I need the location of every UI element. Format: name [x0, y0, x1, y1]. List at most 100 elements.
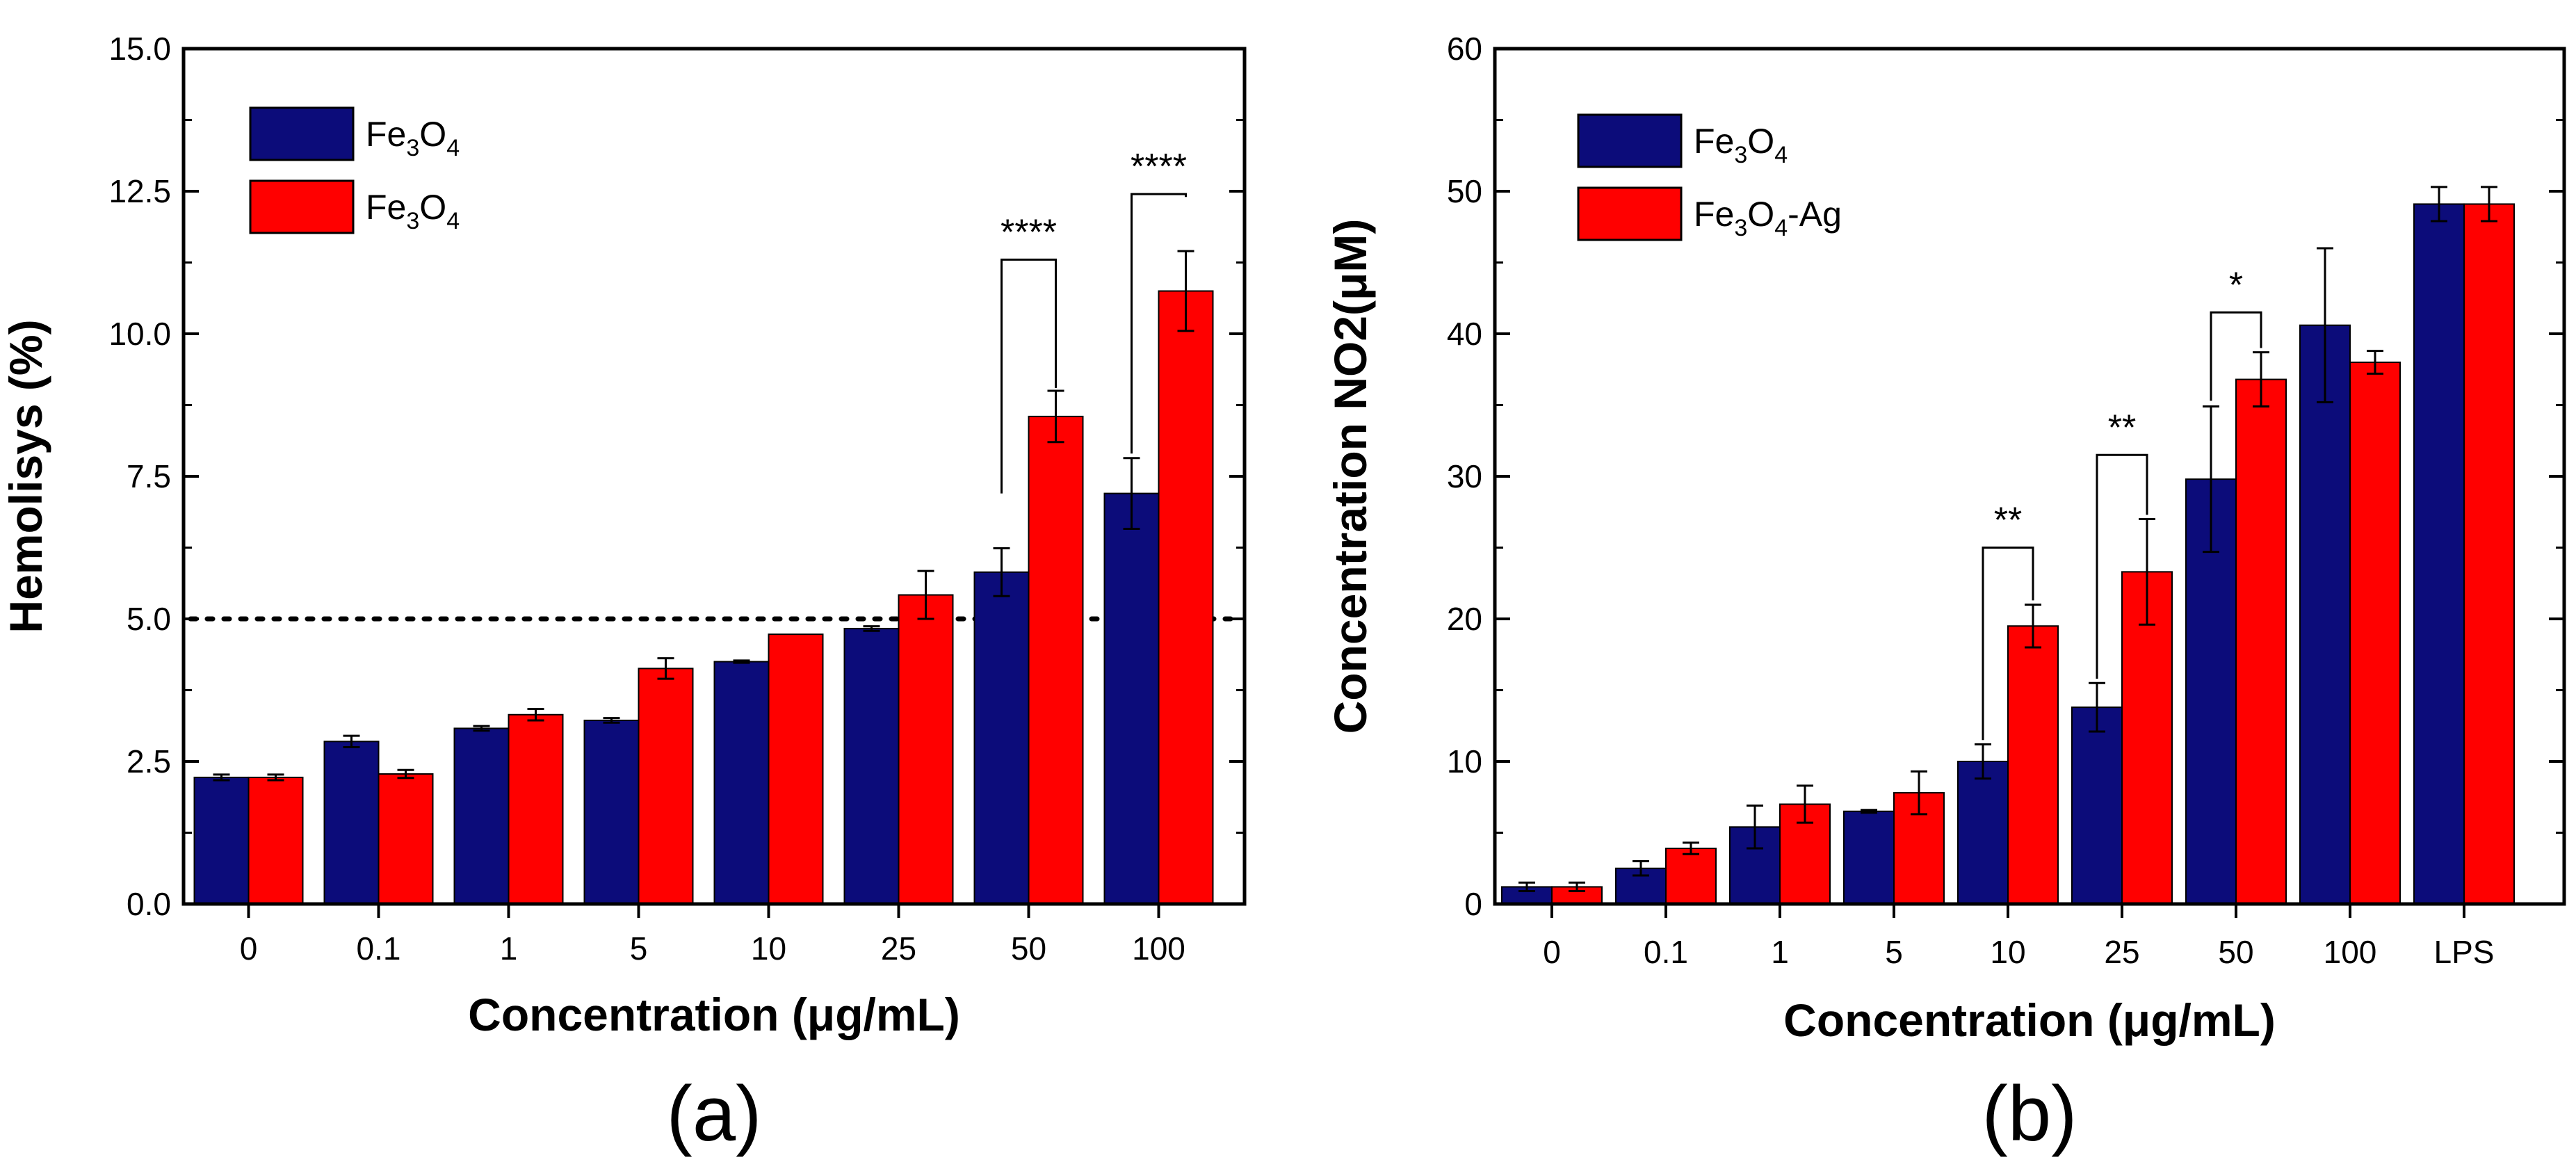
legend-label-2: Fe3O4-Ag	[1694, 195, 1842, 241]
legend-swatch-1	[249, 106, 355, 161]
legend-subscript: 4	[446, 135, 460, 161]
x-tick-label: 0	[1543, 934, 1561, 970]
bar-series-1	[323, 741, 380, 905]
legend-swatch-2	[1577, 186, 1683, 241]
significance-bracket	[2096, 453, 2148, 679]
bar-series-2	[2235, 378, 2287, 905]
x-tick-label: 0.1	[357, 930, 401, 967]
bar-series-2	[768, 633, 824, 905]
legend-label-1: Fe3O4	[366, 115, 460, 161]
legend-subscript: 3	[1734, 142, 1747, 168]
y-tick-label: 50	[1447, 173, 1482, 209]
bar-series-1	[843, 627, 900, 905]
x-tick-label: 10	[751, 930, 786, 967]
x-tick-label: 50	[1011, 930, 1046, 967]
legend-text: Fe	[1694, 195, 1734, 234]
bar-series-2	[508, 713, 564, 905]
y-tick-label: 5.0	[127, 601, 171, 637]
legend-subscript: 3	[406, 208, 419, 234]
legend-label-1: Fe3O4	[1694, 122, 1788, 168]
legend-subscript: 4	[1774, 215, 1788, 241]
bar-series-2	[1158, 290, 1214, 905]
x-tick-label: 0.1	[1644, 934, 1688, 970]
significance-bracket	[1131, 193, 1187, 454]
legend-text: O	[1747, 122, 1774, 161]
bar-series-2	[898, 594, 954, 905]
x-axis-title: Concentration (μg/mL)	[1783, 994, 2276, 1046]
significance-label: **	[1994, 501, 2022, 541]
y-tick-label: 40	[1447, 316, 1482, 352]
panel-label: (a)	[667, 1070, 762, 1157]
legend-subscript: 4	[1774, 142, 1788, 168]
legend-subscript: 3	[406, 135, 419, 161]
bar-series-2	[638, 668, 694, 905]
y-tick-label: 0	[1464, 886, 1482, 922]
significance-label: ****	[1001, 212, 1057, 252]
bar-series-1	[2299, 324, 2351, 905]
x-tick-label: 25	[881, 930, 916, 967]
bar-series-2	[2463, 203, 2515, 905]
y-axis-title: Concentration NO2(μM)	[1325, 219, 1376, 734]
y-tick-label: 60	[1447, 31, 1482, 67]
y-tick-label: 0.0	[127, 886, 171, 922]
legend-swatch-1	[1577, 113, 1683, 168]
bar-series-1	[1957, 761, 2009, 905]
x-tick-label: 100	[2324, 934, 2377, 970]
bar-series-2	[378, 773, 434, 905]
y-tick-label: 20	[1447, 601, 1482, 637]
bar-series-1	[2071, 706, 2123, 905]
legend-label-2: Fe3O4	[366, 188, 460, 234]
bar-series-2	[2007, 625, 2059, 905]
bar-series-1	[453, 727, 510, 905]
x-tick-label: 10	[1990, 934, 2025, 970]
bar-series-1	[2413, 203, 2465, 905]
y-tick-label: 30	[1447, 458, 1482, 494]
x-tick-label: 1	[500, 930, 518, 967]
legend-subscript: 4	[446, 208, 460, 234]
x-tick-label: 0	[240, 930, 258, 967]
legend-text: Fe	[366, 115, 406, 154]
bar-series-1	[973, 571, 1030, 905]
y-tick-label: 2.5	[127, 743, 171, 780]
y-tick-label: 15.0	[108, 31, 171, 67]
x-tick-label: 5	[1885, 934, 1903, 970]
legend-text: O	[419, 115, 446, 154]
bar-series-2	[2349, 362, 2401, 905]
legend-text: O	[419, 188, 446, 227]
plot-frame	[1493, 47, 2566, 906]
x-tick-label: LPS	[2434, 934, 2495, 970]
y-tick-label: 10.0	[108, 316, 171, 352]
x-axis-title: Concentration (μg/mL)	[468, 989, 960, 1040]
bar-series-2	[248, 776, 304, 905]
bar-series-1	[713, 661, 770, 905]
legend-text: Fe	[366, 188, 406, 227]
bar-series-2	[1665, 848, 1717, 905]
panel-label: (b)	[1982, 1070, 2077, 1157]
legend-subscript: 3	[1734, 215, 1747, 241]
significance-bracket	[2210, 311, 2262, 401]
y-axis-title: Hemolisys (%)	[0, 319, 51, 633]
x-tick-label: 1	[1771, 934, 1789, 970]
y-tick-label: 10	[1447, 743, 1482, 780]
legend-text: O	[1747, 195, 1774, 234]
significance-bracket	[1982, 547, 2034, 741]
significance-label: **	[2108, 407, 2136, 448]
bar-series-1	[583, 719, 640, 905]
y-tick-label: 12.5	[108, 173, 171, 209]
legend-swatch-2	[249, 179, 355, 234]
bar-series-1	[193, 776, 250, 905]
bar-series-2	[1028, 415, 1084, 905]
panel-a-hemolysis-chart: 0.0 2.5 5.0 7.5 10.0 12.5 15.0 0 0.1 1 5 10 25 50 100 *…	[0, 31, 1247, 1157]
x-tick-label: 25	[2104, 934, 2139, 970]
x-tick-label: 50	[2218, 934, 2253, 970]
significance-label: ****	[1131, 147, 1187, 187]
bar-series-1	[1843, 810, 1895, 905]
plot-frame	[181, 47, 1247, 906]
legend-text: -Ag	[1788, 195, 1842, 234]
bar-series-1	[1103, 492, 1160, 905]
x-tick-label: 100	[1132, 930, 1185, 967]
x-tick-label: 5	[630, 930, 648, 967]
legend-text: Fe	[1694, 122, 1734, 161]
